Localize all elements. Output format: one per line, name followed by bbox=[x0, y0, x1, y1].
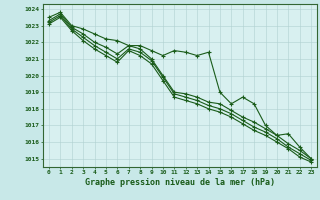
X-axis label: Graphe pression niveau de la mer (hPa): Graphe pression niveau de la mer (hPa) bbox=[85, 178, 275, 187]
